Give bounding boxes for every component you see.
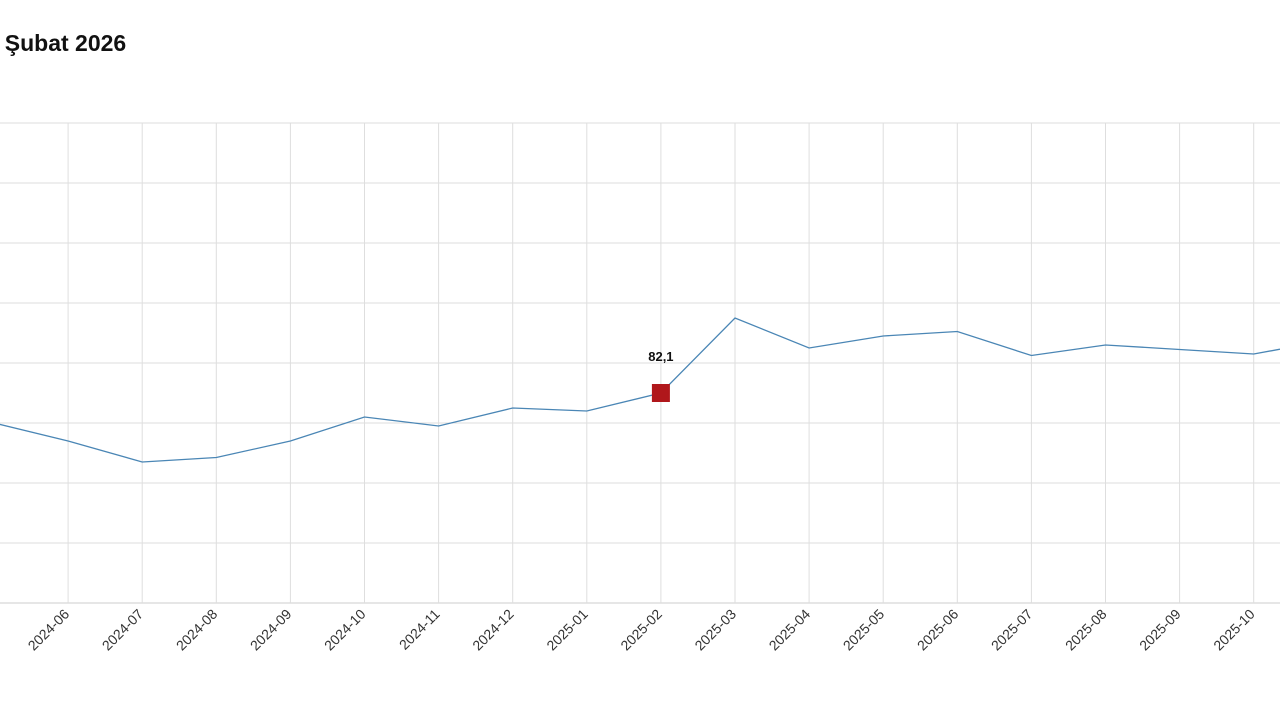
x-tick-label: 2025-01 <box>543 606 591 654</box>
x-tick-label: 2025-07 <box>988 606 1036 654</box>
grid <box>0 122 1280 604</box>
x-tick-label: 2024-07 <box>99 606 147 654</box>
x-tick-label: 2024-12 <box>469 606 517 654</box>
x-tick-label: 2025-02 <box>617 606 665 654</box>
x-axis-ticks: 2024-06 2024-07 2024-08 2024-09 2024-10 2024-… <box>25 606 1258 654</box>
highlight-layer: 82,1 <box>648 349 674 402</box>
x-tick-label: 2025-05 <box>840 606 888 654</box>
series-line <box>0 317 1280 463</box>
x-tick-label: 2024-11 <box>396 606 443 653</box>
data-label: 82,1 <box>648 349 673 364</box>
x-tick-label: 2024-06 <box>25 606 73 654</box>
highlight-marker <box>651 384 670 402</box>
x-tick-label: 2024-08 <box>173 606 221 654</box>
chart-title: , Şubat 2026 <box>0 30 127 56</box>
series-layer <box>0 317 1280 463</box>
x-tick-label: 2024-10 <box>321 606 369 654</box>
x-tick-label: 2025-08 <box>1062 606 1110 654</box>
x-tick-label: 2025-10 <box>1210 606 1258 654</box>
x-tick-label: 2025-04 <box>766 606 814 654</box>
x-tick-label: 2025-03 <box>691 606 739 654</box>
x-tick-label: 2025-06 <box>914 606 962 654</box>
x-tick-label: 2024-09 <box>247 606 295 654</box>
x-tick-label: 2025-09 <box>1136 606 1184 654</box>
